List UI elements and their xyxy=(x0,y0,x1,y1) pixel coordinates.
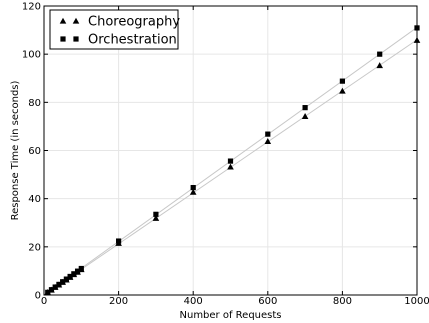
x-tick-label: 800 xyxy=(333,296,352,307)
data-point-choreography xyxy=(189,188,197,195)
legend: Choreography Orchestration xyxy=(49,9,180,50)
legend-entry-choreography: Choreography xyxy=(59,15,180,30)
data-point-orchestration xyxy=(67,273,73,280)
legend-label-choreography: Choreography xyxy=(88,15,180,30)
y-tick-label: 20 xyxy=(28,242,41,253)
data-point-orchestration xyxy=(60,279,66,285)
data-point-orchestration xyxy=(190,184,196,191)
data-point-orchestration xyxy=(48,287,55,293)
y-tick-label: 120 xyxy=(22,2,41,13)
data-point-orchestration xyxy=(45,289,51,295)
y-tick-label: 60 xyxy=(28,146,41,157)
y-tick-label: 40 xyxy=(28,194,41,205)
x-tick-label: 600 xyxy=(258,296,277,307)
legend-marker-point xyxy=(60,36,66,42)
y-axis-label: Response Time (in seconds) xyxy=(10,80,21,220)
legend-box xyxy=(49,9,179,50)
data-point-choreography xyxy=(339,87,346,94)
y-tick-label: 80 xyxy=(28,98,41,109)
x-tick-label: 400 xyxy=(184,296,203,307)
data-point-orchestration xyxy=(153,211,159,217)
data-point-choreography xyxy=(152,214,160,221)
grid-layer xyxy=(44,6,417,295)
legend-marker-point xyxy=(72,17,80,24)
data-point-orchestration xyxy=(339,78,345,84)
x-tick-label: 0 xyxy=(41,296,47,307)
legend-marker-point xyxy=(73,36,79,42)
data-point-orchestration xyxy=(116,238,122,244)
x-axis-label: Number of Requests xyxy=(180,310,282,321)
data-point-orchestration xyxy=(78,265,84,272)
data-point-orchestration xyxy=(52,284,58,290)
legend-label-orchestration: Orchestration xyxy=(88,33,177,48)
data-point-choreography xyxy=(376,62,383,69)
y-tick-label: 100 xyxy=(22,50,41,61)
data-point-orchestration xyxy=(63,276,69,282)
x-tick-label: 200 xyxy=(109,296,128,307)
data-point-orchestration xyxy=(74,268,81,274)
legend-marker-choreography xyxy=(59,17,80,24)
x-tick-label: 1000 xyxy=(404,296,429,307)
tick-layer: 0 200 400 600 800 1000 0 20 40 60 80 100 120 xyxy=(22,2,429,308)
data-point-orchestration xyxy=(377,51,383,57)
data-point-orchestration xyxy=(265,131,271,137)
data-point-orchestration xyxy=(227,158,234,164)
data-point-choreography xyxy=(264,138,272,144)
data-point-orchestration xyxy=(302,105,308,111)
marker-layer xyxy=(44,25,421,295)
data-point-choreography xyxy=(227,163,234,170)
data-point-choreography xyxy=(301,113,309,119)
data-point-orchestration xyxy=(56,281,62,288)
y-tick-label: 0 xyxy=(35,291,41,302)
legend-marker-point xyxy=(59,17,67,24)
legend-entry-orchestration: Orchestration xyxy=(60,33,177,48)
series-orchestration xyxy=(45,25,420,295)
legend-marker-orchestration xyxy=(60,36,79,42)
data-point-orchestration xyxy=(71,271,77,277)
